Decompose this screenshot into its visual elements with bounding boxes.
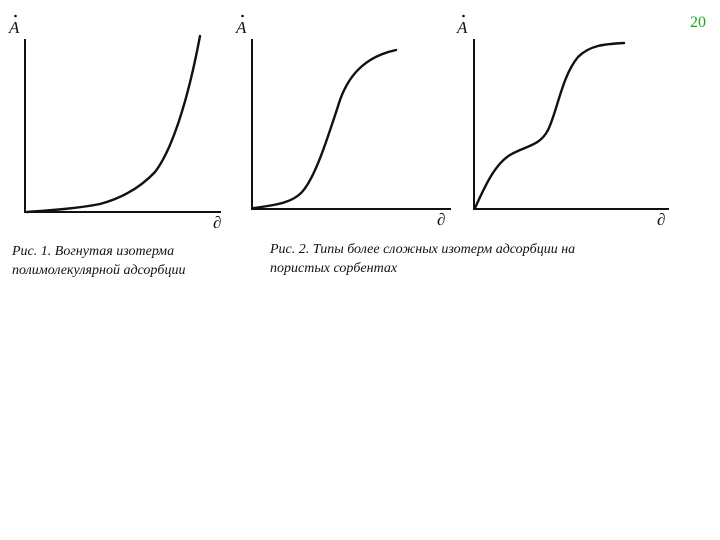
- panel-3-y-label: A: [456, 18, 468, 37]
- panel-3-x-label: ∂: [657, 210, 665, 229]
- panel-3: A ∂: [456, 14, 669, 229]
- panel-1-y-label-dot: [14, 14, 17, 18]
- figure-1-caption-line-2: полимолекулярной адсорбции: [12, 263, 186, 278]
- panel-1: A ∂: [8, 14, 221, 232]
- panel-3-y-label-dot: [462, 14, 465, 18]
- panel-2-y-label: A: [235, 18, 247, 37]
- panel-1-isotherm-curve: [25, 34, 202, 214]
- panel-2-y-label-dot: [241, 14, 244, 18]
- panel-2: A ∂: [235, 14, 451, 229]
- figure-2-caption: Рис. 2. Типы более сложных изотерм адсор…: [270, 240, 670, 278]
- panel-2-isotherm-curve: [252, 48, 398, 210]
- figure-2-caption-line-1: Рис. 2. Типы более сложных изотерм адсор…: [270, 242, 576, 257]
- figure-1-caption: Рис. 1. Вогнутая изотерма полимолекулярн…: [12, 242, 232, 280]
- figure-1-caption-line-1: Рис. 1. Вогнутая изотерма: [12, 244, 175, 259]
- panel-1-y-label: A: [8, 18, 20, 37]
- panel-1-x-label: ∂: [213, 213, 221, 232]
- panel-3-isotherm-curve: [473, 41, 626, 210]
- panel-2-x-label: ∂: [437, 210, 445, 229]
- figure-2-caption-line-2: пористых сорбентах: [270, 261, 398, 276]
- page-number: 20: [690, 14, 706, 31]
